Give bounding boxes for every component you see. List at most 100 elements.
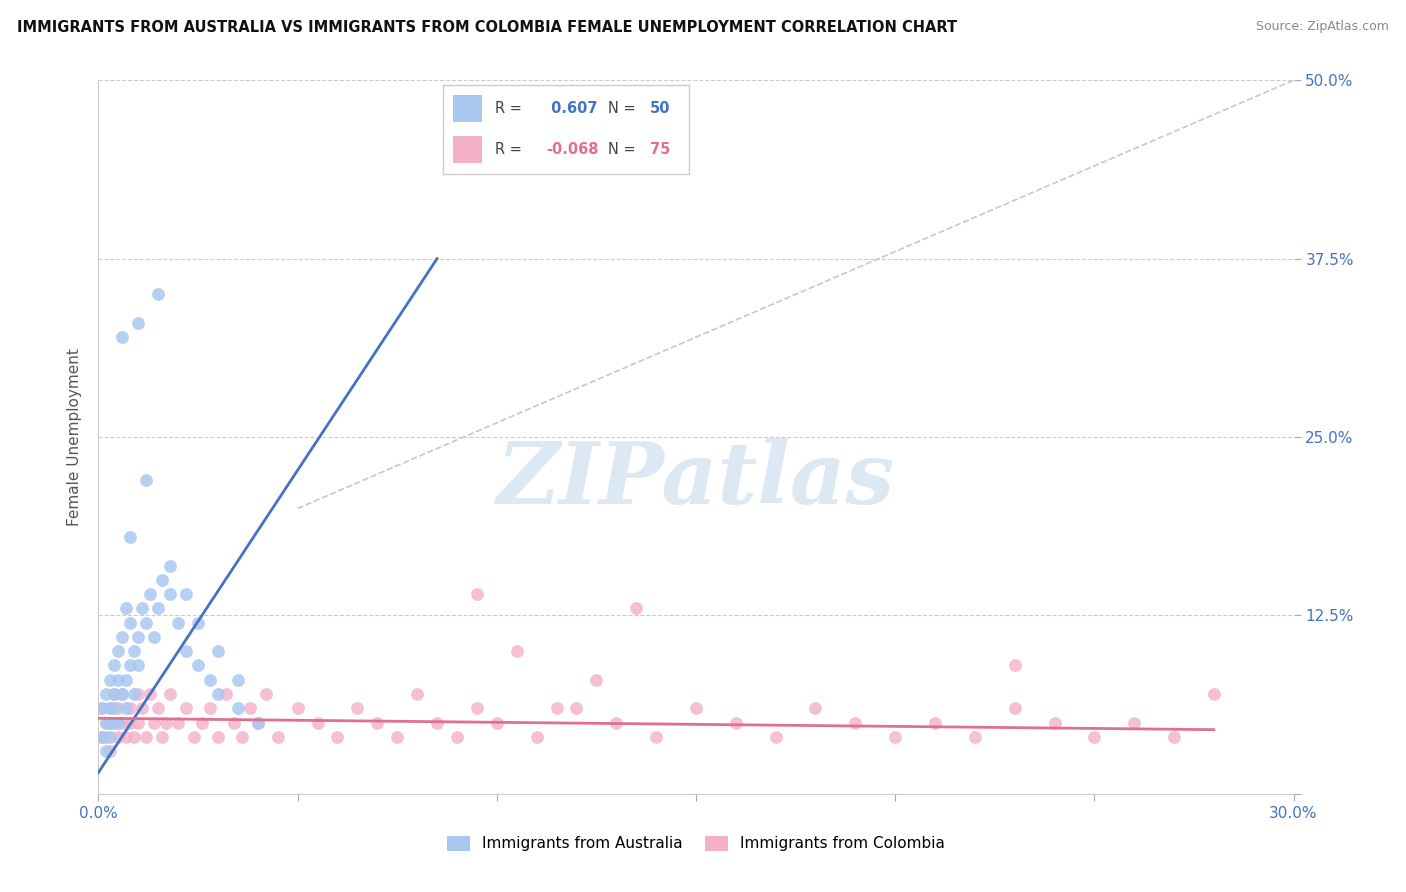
Point: [215, 687, 238, 701]
Point: [1202, 687, 1225, 701]
Point: [963, 730, 986, 744]
FancyBboxPatch shape: [453, 95, 482, 122]
Point: [1043, 715, 1066, 730]
Point: [103, 701, 125, 715]
Point: [1004, 658, 1026, 673]
Text: Source: ZipAtlas.com: Source: ZipAtlas.com: [1256, 20, 1389, 33]
Point: [135, 473, 157, 487]
Point: [124, 644, 146, 658]
Point: [485, 715, 508, 730]
Point: [1004, 701, 1026, 715]
Point: [198, 701, 221, 715]
Point: [207, 687, 229, 701]
Point: [98, 701, 122, 715]
Point: [155, 715, 177, 730]
Legend: Immigrants from Australia, Immigrants from Colombia: Immigrants from Australia, Immigrants fr…: [440, 830, 952, 857]
Point: [465, 701, 488, 715]
Point: [143, 715, 166, 730]
Point: [174, 701, 197, 715]
Point: [1163, 730, 1185, 744]
Text: N =: N =: [607, 143, 636, 157]
Point: [124, 730, 146, 744]
Point: [115, 730, 138, 744]
Point: [187, 658, 209, 673]
Point: [96, 715, 118, 730]
Point: [346, 701, 368, 715]
Point: [159, 687, 181, 701]
Point: [526, 730, 548, 744]
Point: [605, 715, 627, 730]
Point: [446, 730, 468, 744]
Point: [120, 658, 142, 673]
Point: [246, 715, 269, 730]
Point: [107, 701, 129, 715]
Point: [231, 730, 253, 744]
Point: [326, 730, 349, 744]
Point: [115, 601, 138, 615]
Point: [465, 587, 488, 601]
Point: [506, 644, 529, 658]
Point: [148, 601, 170, 615]
Point: [159, 558, 181, 573]
Point: [148, 701, 170, 715]
Point: [765, 730, 787, 744]
Point: [187, 615, 209, 630]
Point: [107, 673, 129, 687]
Point: [307, 715, 329, 730]
Point: [98, 701, 122, 715]
Point: [191, 715, 214, 730]
Point: [143, 630, 166, 644]
Point: [366, 715, 388, 730]
Point: [226, 701, 249, 715]
Point: [207, 730, 229, 744]
Point: [844, 715, 866, 730]
Point: [406, 687, 429, 701]
Point: [120, 615, 142, 630]
Point: [626, 601, 648, 615]
Point: [546, 701, 568, 715]
Point: [111, 630, 134, 644]
Point: [1083, 730, 1105, 744]
Text: 0.607: 0.607: [546, 102, 598, 116]
Point: [127, 658, 149, 673]
Point: [174, 644, 197, 658]
Point: [96, 687, 118, 701]
Point: [239, 701, 262, 715]
Point: [924, 715, 946, 730]
Point: [103, 658, 125, 673]
Point: [1123, 715, 1146, 730]
Text: R =: R =: [495, 143, 522, 157]
Point: [174, 587, 197, 601]
Point: [167, 715, 190, 730]
Point: [385, 730, 409, 744]
Point: [226, 673, 249, 687]
Point: [120, 701, 142, 715]
Text: N =: N =: [607, 102, 636, 116]
Point: [267, 730, 290, 744]
Point: [120, 715, 142, 730]
Point: [127, 630, 149, 644]
Point: [98, 673, 122, 687]
Text: IMMIGRANTS FROM AUSTRALIA VS IMMIGRANTS FROM COLOMBIA FEMALE UNEMPLOYMENT CORREL: IMMIGRANTS FROM AUSTRALIA VS IMMIGRANTS …: [17, 20, 957, 35]
Point: [135, 615, 157, 630]
Text: ZIPatlas: ZIPatlas: [496, 438, 896, 522]
Point: [804, 701, 827, 715]
Point: [131, 601, 153, 615]
Point: [111, 715, 134, 730]
Point: [222, 715, 245, 730]
Point: [96, 730, 118, 744]
Point: [246, 715, 269, 730]
Y-axis label: Female Unemployment: Female Unemployment: [67, 348, 83, 526]
Point: [98, 715, 122, 730]
Point: [96, 744, 118, 758]
Point: [103, 715, 125, 730]
Point: [115, 673, 138, 687]
Point: [111, 687, 134, 701]
Point: [107, 730, 129, 744]
Point: [884, 730, 907, 744]
Point: [167, 615, 190, 630]
Point: [98, 730, 122, 744]
Point: [111, 330, 134, 344]
Point: [127, 316, 149, 330]
Point: [135, 730, 157, 744]
